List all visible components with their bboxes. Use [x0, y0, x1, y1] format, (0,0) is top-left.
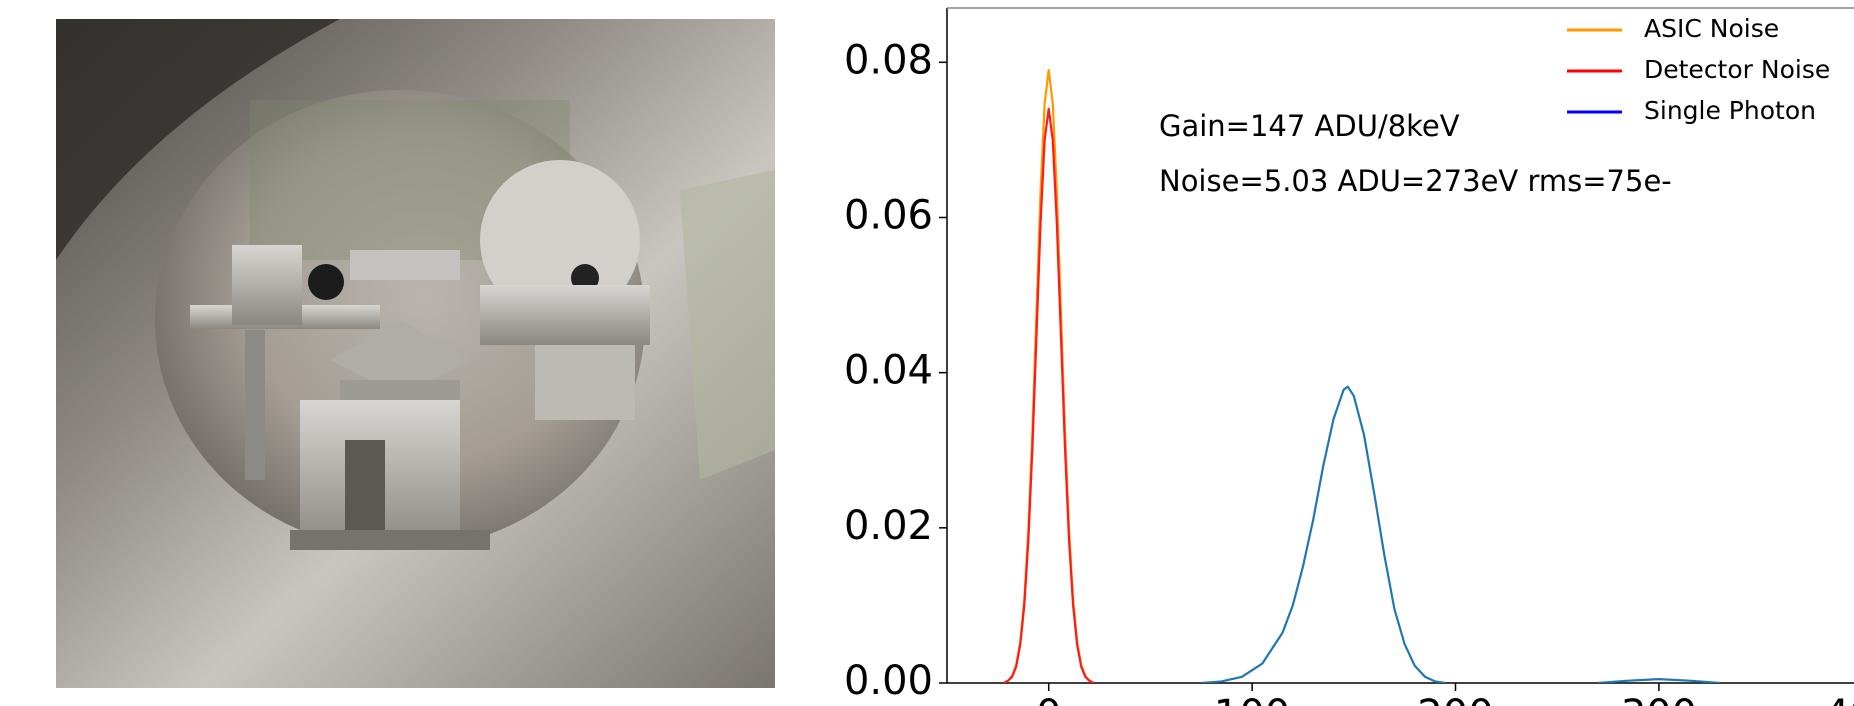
photo	[56, 19, 775, 688]
annotation: Gain=147 ADU/8keV	[1159, 109, 1460, 143]
y-tick-label: 0.04	[844, 348, 933, 394]
y-tick-label: 0.00	[844, 658, 933, 704]
annotation: Noise=5.03 ADU=273eV rms=75e-	[1159, 164, 1672, 198]
legend-label: Detector Noise	[1644, 55, 1830, 84]
series-line	[1201, 385, 1721, 683]
x-tick-label: 300	[1621, 692, 1697, 706]
y-tick-label: 0.06	[844, 192, 933, 238]
y-tick-label: 0.02	[844, 503, 933, 549]
y-tick-label: 0.08	[844, 37, 933, 83]
series-line	[1003, 107, 1094, 683]
x-tick-label: 400	[1824, 692, 1854, 706]
x-tick-label: 200	[1417, 692, 1493, 706]
legend-label: Single Photon	[1644, 96, 1816, 125]
x-tick-label: 0	[1036, 692, 1061, 706]
series-line	[1003, 68, 1094, 683]
x-tick-label: 100	[1214, 692, 1290, 706]
plot-area	[1003, 68, 1721, 683]
legend-label: ASIC Noise	[1644, 14, 1779, 43]
